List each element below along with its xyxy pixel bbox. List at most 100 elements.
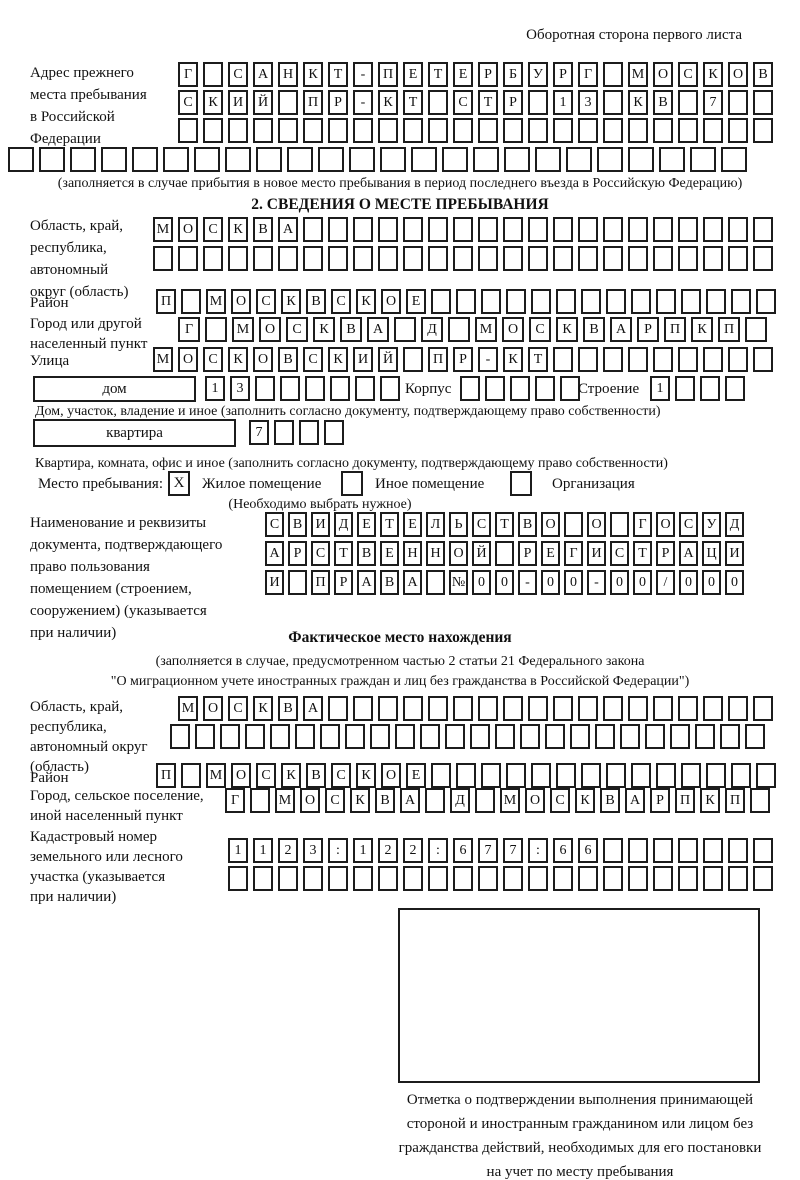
char-box: И bbox=[265, 570, 284, 595]
char-box bbox=[528, 696, 548, 721]
text-line: помещением (строением, bbox=[30, 581, 192, 597]
char-box bbox=[678, 118, 698, 143]
char-box bbox=[628, 696, 648, 721]
char-box bbox=[278, 246, 298, 271]
char-box: / bbox=[656, 570, 675, 595]
char-box bbox=[553, 347, 573, 372]
char-box: К bbox=[281, 763, 301, 788]
char-box: 2 bbox=[403, 838, 423, 863]
char-box bbox=[303, 217, 323, 242]
char-box bbox=[378, 696, 398, 721]
char-box bbox=[603, 246, 623, 271]
mesto-label: Место пребывания: bbox=[38, 476, 163, 492]
char-box: И bbox=[311, 512, 330, 537]
char-box: Е bbox=[357, 512, 376, 537]
char-box: И bbox=[228, 90, 248, 115]
char-box bbox=[495, 541, 514, 566]
char-box: П bbox=[718, 317, 740, 342]
char-box bbox=[506, 763, 526, 788]
document-row-3: И П Р А В А № 0 0-0 0-0 0/0 0 0 bbox=[265, 570, 744, 595]
char-box bbox=[545, 724, 565, 749]
char-box bbox=[353, 866, 373, 891]
text-line: автономный округ bbox=[30, 739, 148, 755]
ulitsa-label: Улица bbox=[30, 353, 70, 369]
char-box bbox=[318, 147, 344, 172]
char-box bbox=[320, 724, 340, 749]
char-box bbox=[678, 866, 698, 891]
char-box: 0 bbox=[679, 570, 698, 595]
char-box bbox=[303, 866, 323, 891]
oblast-label: Область, край, республика, автономный округ… bbox=[30, 215, 160, 303]
char-box bbox=[503, 696, 523, 721]
text-line: автономный bbox=[30, 262, 109, 278]
char-box bbox=[703, 347, 723, 372]
char-box bbox=[603, 866, 623, 891]
char-box: Е bbox=[453, 62, 473, 87]
char-box bbox=[132, 147, 158, 172]
char-box bbox=[690, 147, 716, 172]
char-box: О bbox=[653, 62, 673, 87]
char-box bbox=[303, 118, 323, 143]
char-box: Й bbox=[253, 90, 273, 115]
kadastr-label: Кадастровый номер земельного или лесного у… bbox=[30, 827, 230, 907]
char-box bbox=[349, 147, 375, 172]
char-box: В bbox=[753, 62, 773, 87]
char-box bbox=[478, 217, 498, 242]
char-box: Р bbox=[518, 541, 537, 566]
char-box: С bbox=[453, 90, 473, 115]
char-box bbox=[245, 724, 265, 749]
char-box bbox=[8, 147, 34, 172]
char-box bbox=[578, 347, 598, 372]
char-box bbox=[378, 217, 398, 242]
char-box bbox=[603, 90, 623, 115]
char-box: Р bbox=[478, 62, 498, 87]
char-box bbox=[280, 376, 300, 401]
char-box: П bbox=[664, 317, 686, 342]
char-box bbox=[328, 217, 348, 242]
char-box bbox=[453, 696, 473, 721]
char-box: О bbox=[231, 289, 251, 314]
char-box: Г bbox=[225, 788, 245, 813]
char-box: 1 bbox=[205, 376, 225, 401]
kvartira-note: Квартира, комната, офис и иное (заполнит… bbox=[35, 456, 668, 471]
char-box bbox=[456, 289, 476, 314]
char-box: О bbox=[449, 541, 468, 566]
char-box bbox=[428, 866, 448, 891]
char-box: В bbox=[375, 788, 395, 813]
char-box: Г bbox=[633, 512, 652, 537]
char-box: М bbox=[628, 62, 648, 87]
prev-address-row-3 bbox=[178, 118, 773, 143]
korpus-cells bbox=[460, 376, 580, 401]
checkbox-inoe bbox=[341, 471, 363, 496]
char-box: К bbox=[691, 317, 713, 342]
char-box: 7 bbox=[478, 838, 498, 863]
char-box: 1 bbox=[650, 376, 670, 401]
char-box bbox=[653, 866, 673, 891]
char-box: Й bbox=[472, 541, 491, 566]
char-box: И bbox=[353, 347, 373, 372]
char-box bbox=[706, 289, 726, 314]
char-box bbox=[403, 696, 423, 721]
char-box bbox=[428, 118, 448, 143]
char-box: С bbox=[265, 512, 284, 537]
char-box bbox=[225, 147, 251, 172]
char-box: К bbox=[700, 788, 720, 813]
char-box: М bbox=[206, 289, 226, 314]
char-box: Е bbox=[403, 512, 422, 537]
char-box bbox=[628, 347, 648, 372]
text-line: республика, bbox=[30, 719, 107, 735]
char-box: Д bbox=[334, 512, 353, 537]
char-box bbox=[495, 724, 515, 749]
char-box bbox=[678, 90, 698, 115]
char-box bbox=[378, 866, 398, 891]
char-box bbox=[205, 317, 227, 342]
char-box: 2 bbox=[378, 838, 398, 863]
char-box bbox=[703, 246, 723, 271]
char-box: В bbox=[278, 347, 298, 372]
char-box: 0 bbox=[610, 570, 629, 595]
char-box bbox=[345, 724, 365, 749]
char-box: М bbox=[206, 763, 226, 788]
